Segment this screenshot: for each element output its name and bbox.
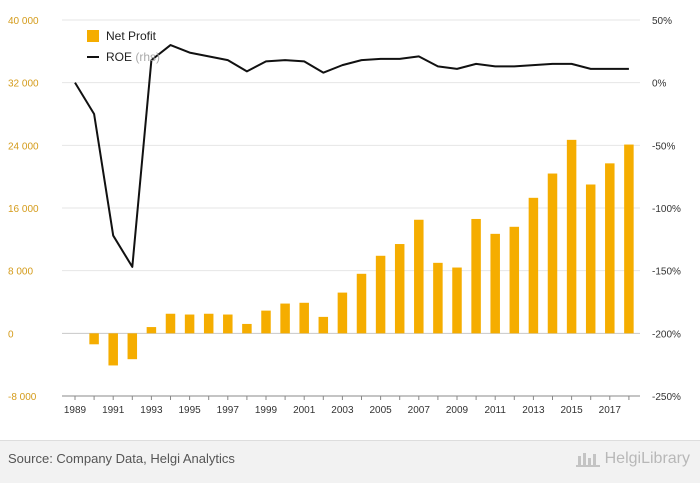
x-tick-label: 2015 <box>560 405 583 416</box>
bar <box>356 273 367 334</box>
line-series <box>74 44 629 268</box>
bar <box>547 173 558 334</box>
x-tick-label: 1989 <box>64 405 87 416</box>
x-tick-label: 2017 <box>599 405 622 416</box>
x-tick-label: 2001 <box>293 405 316 416</box>
bar-series <box>89 139 634 366</box>
right-tick-label: -150% <box>652 267 681 278</box>
brand-logo: HelgiLibrary <box>575 449 690 469</box>
bar <box>624 144 634 334</box>
legend-label-roe: ROE (rhs) <box>106 50 160 64</box>
bar <box>394 244 405 334</box>
bar <box>509 226 520 334</box>
x-tick-label: 2013 <box>522 405 545 416</box>
left-tick-label: 8 000 <box>8 267 33 278</box>
left-axis: -8 000 0 8 000 16 000 24 000 32 000 40 000 <box>8 16 39 403</box>
legend-label-net-profit: Net Profit <box>106 29 157 43</box>
bar <box>242 323 252 334</box>
bar <box>375 255 386 334</box>
chart: -8 000 0 8 000 16 000 24 000 32 000 40 000 -25… <box>8 16 681 416</box>
x-tick-label: 2003 <box>331 405 354 416</box>
grid-lines <box>62 19 640 397</box>
bar <box>165 313 176 334</box>
footer-divider <box>0 440 700 441</box>
x-tick-label: 1993 <box>140 405 163 416</box>
legend: Net Profit ROE (rhs) <box>87 29 160 64</box>
bar <box>490 233 500 334</box>
x-tick-label: 1991 <box>102 405 125 416</box>
bar <box>203 313 214 334</box>
bar <box>280 303 290 334</box>
bar <box>585 184 596 334</box>
bar <box>318 316 329 334</box>
x-tick-label: 1999 <box>255 405 278 416</box>
bar <box>433 262 443 334</box>
x-tick-label: 1995 <box>178 405 201 416</box>
right-tick-label: -200% <box>652 329 681 340</box>
bar <box>414 219 424 334</box>
x-axis: 1989 1991 1993 1995 1997 1999 2001 2003 2005 2007… <box>62 395 640 416</box>
source-text: Source: Company Data, Helgi Analytics <box>8 451 235 466</box>
brand-name: HelgiLibrary <box>604 450 690 467</box>
library-icon <box>575 453 600 467</box>
bar <box>184 314 195 334</box>
left-tick-label: 24 000 <box>8 141 39 152</box>
x-tick-label: 1997 <box>217 405 240 416</box>
left-tick-label: 32 000 <box>8 79 39 90</box>
footer: Source: Company Data, Helgi Analytics He… <box>0 441 700 483</box>
x-tick-label: 2007 <box>408 405 431 416</box>
bar <box>337 292 348 334</box>
left-tick-label: -8 000 <box>8 392 37 403</box>
left-tick-label: 16 000 <box>8 204 39 215</box>
bar <box>127 333 138 360</box>
left-tick-label: 0 <box>8 329 14 340</box>
bar <box>605 163 615 334</box>
x-tick-label: 2009 <box>446 405 469 416</box>
legend-roe-suffix: (rhs) <box>135 50 160 64</box>
right-tick-label: -50% <box>652 141 675 152</box>
x-tick-label: 2005 <box>369 405 392 416</box>
bar <box>223 314 233 334</box>
bar <box>299 302 309 334</box>
roe-line <box>74 44 629 268</box>
bar <box>471 218 481 334</box>
right-tick-label: -100% <box>652 204 681 215</box>
right-tick-label: 0% <box>652 79 667 90</box>
bar <box>146 327 157 334</box>
left-tick-label: 40 000 <box>8 16 39 27</box>
right-tick-label: 50% <box>652 16 672 27</box>
bar <box>261 310 271 334</box>
bar <box>452 267 462 334</box>
right-tick-label: -250% <box>652 392 681 403</box>
legend-roe-name: ROE <box>106 50 132 64</box>
bar <box>108 333 118 366</box>
x-tick-label: 2011 <box>484 405 506 416</box>
right-axis: -250% -200% -150% -100% -50% 0% 50% <box>652 16 681 403</box>
bar <box>528 197 539 334</box>
bar <box>89 333 99 345</box>
legend-swatch-net-profit <box>87 30 99 42</box>
bar <box>566 139 577 334</box>
